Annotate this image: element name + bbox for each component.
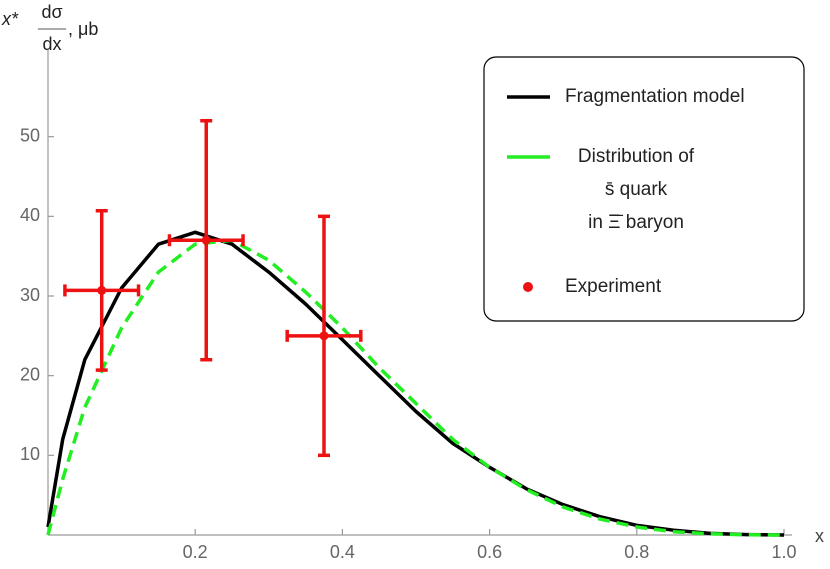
legend-box	[483, 56, 805, 322]
data-point	[201, 235, 211, 245]
legend-label: Experiment	[565, 276, 662, 297]
y-label-denominator: dx	[42, 34, 61, 54]
legend-label-line: Distribution of	[578, 146, 695, 167]
y-tick-label: 10	[20, 444, 40, 464]
legend-label: Distribution of s̄ quark in Ξ̄ baryon	[578, 146, 695, 233]
data-point	[319, 331, 329, 341]
legend-marker	[523, 282, 533, 292]
y-tick-label: 40	[20, 205, 40, 225]
y-label-suffix: , μb	[68, 19, 98, 39]
y-label-prefix: x*	[1, 9, 19, 29]
x-tick-label: 0.6	[477, 542, 502, 562]
y-tick-label: 20	[20, 364, 40, 384]
x-tick-label: 0.2	[183, 542, 208, 562]
data-point	[97, 285, 107, 295]
legend-label-line: s̄ quark	[605, 179, 668, 200]
y-tick-label: 50	[20, 125, 40, 145]
y-label-numerator: dσ	[41, 2, 62, 22]
y-tick-label: 30	[20, 285, 40, 305]
x-tick-label: 0.8	[624, 542, 649, 562]
legend-label: Fragmentation model	[565, 86, 745, 107]
x-tick-label: 0.4	[330, 542, 355, 562]
legend-label-line: in Ξ̄ baryon	[588, 212, 684, 233]
curve	[46, 238, 785, 537]
x-tick-label: 1.0	[771, 542, 796, 562]
x-label: x	[815, 526, 824, 546]
